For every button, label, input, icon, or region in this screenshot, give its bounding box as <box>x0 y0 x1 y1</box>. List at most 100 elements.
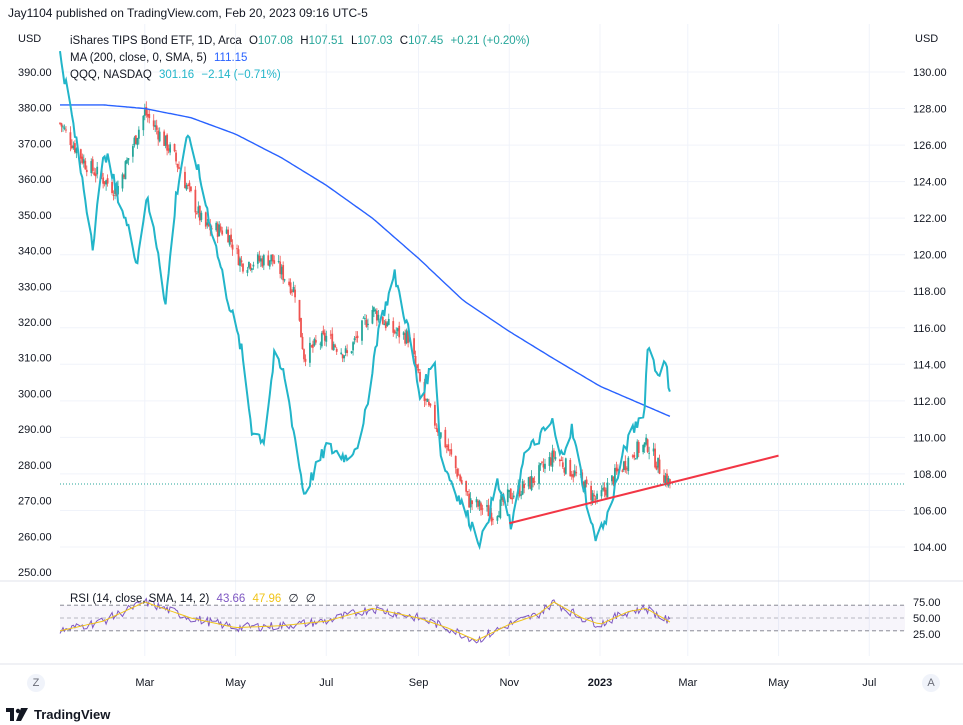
candle-body <box>340 352 343 354</box>
time-tick-label: Nov <box>499 677 519 689</box>
candle-body <box>96 166 99 175</box>
candle-body <box>475 499 478 503</box>
tradingview-logo-icon <box>6 707 28 721</box>
candle-body <box>256 254 259 264</box>
candle-body <box>194 189 197 213</box>
candle-body <box>251 268 253 271</box>
candle-body <box>396 328 399 332</box>
candle-body <box>294 289 296 298</box>
candle-body <box>621 470 624 472</box>
qqq-line <box>59 50 671 551</box>
candle-body <box>176 164 179 168</box>
candle-body <box>425 398 427 401</box>
candle-body <box>469 498 472 508</box>
candle-body <box>606 482 609 498</box>
candle-body <box>496 516 499 521</box>
price-chart[interactable]: USD USD 390.00 380.00 370.00 360.00 350.00 340.… <box>0 24 963 700</box>
candle-body <box>249 263 252 270</box>
legend-qqq: QQQ, NASDAQ 301.16 −2.14 (−0.71%) <box>70 69 285 81</box>
candle-body <box>614 468 616 484</box>
candle-body <box>323 332 326 341</box>
candle-body <box>94 173 97 177</box>
candle-body <box>563 468 566 473</box>
candle-body <box>81 156 84 163</box>
candle-body <box>622 461 625 470</box>
candle-body <box>136 138 139 146</box>
candle-body <box>506 489 509 503</box>
candle-body <box>230 234 232 242</box>
candle-body <box>538 465 540 484</box>
candle-body <box>569 460 572 477</box>
candle-body <box>404 333 407 344</box>
candle-body <box>303 349 305 360</box>
candle-body <box>603 487 606 492</box>
candle-body <box>542 463 545 468</box>
candle-body <box>155 125 158 130</box>
candle-body <box>283 279 286 281</box>
candle-body <box>319 343 322 345</box>
right-tick-label: 112.00 <box>913 396 946 408</box>
candle-body <box>413 338 415 355</box>
candle-body <box>79 149 82 159</box>
candle-body <box>407 331 410 343</box>
left-tick-label: 350.00 <box>18 210 52 222</box>
rsi-tick-label: 75.00 <box>913 597 941 609</box>
candle-body <box>497 515 500 518</box>
candle-body <box>383 323 386 326</box>
candle-body <box>527 477 530 487</box>
candle-body <box>465 481 468 492</box>
candle-body <box>71 145 73 149</box>
candle-body <box>127 158 130 161</box>
right-tick-label: 128.00 <box>913 104 947 116</box>
candle-body <box>216 223 219 237</box>
candle-body <box>185 184 188 190</box>
candle-body <box>652 448 655 452</box>
candle-body <box>584 480 587 494</box>
left-tick-label: 370.00 <box>18 138 52 150</box>
candle-body <box>85 169 88 173</box>
candle-body <box>654 448 656 468</box>
left-tick-label: 300.00 <box>18 388 52 400</box>
left-tick-label: 390.00 <box>18 67 52 79</box>
time-tick-label: Sep <box>409 677 429 689</box>
trend-line[interactable] <box>509 454 779 525</box>
candle-body <box>631 455 634 457</box>
candle-body <box>564 458 567 474</box>
candle-body <box>142 115 145 131</box>
right-tick-label: 120.00 <box>913 250 947 262</box>
candle-body <box>648 452 651 454</box>
candle-body <box>164 135 167 146</box>
left-tick-label: 270.00 <box>18 496 52 508</box>
candle-body <box>402 332 405 335</box>
candle-body <box>166 134 169 151</box>
candle-body <box>237 249 240 266</box>
rsi-ma-line <box>59 601 671 641</box>
auto-scale-left-button[interactable]: Z <box>27 674 45 692</box>
candle-body <box>616 469 619 472</box>
legend-rsi-ma-value: 47.96 <box>252 593 282 605</box>
right-axis-unit: USD <box>915 33 938 45</box>
candle-body <box>292 286 295 292</box>
left-tick-label: 260.00 <box>18 531 52 543</box>
candle-body <box>60 123 63 127</box>
candle-body <box>636 441 639 459</box>
candle-body <box>280 266 283 275</box>
candle-body <box>271 254 274 262</box>
candle-body <box>374 309 377 311</box>
right-tick-label: 104.00 <box>913 542 947 554</box>
auto-scale-right-button[interactable]: A <box>922 674 940 692</box>
candle-body <box>225 229 228 234</box>
candle-body <box>215 222 218 231</box>
candle-body <box>277 260 280 262</box>
candle-body <box>267 255 270 266</box>
candle-body <box>134 135 137 144</box>
candle-body <box>551 450 554 467</box>
candle-body <box>163 131 166 146</box>
candle-body <box>197 206 200 213</box>
candle-body <box>492 518 494 520</box>
legend-c-label: C <box>399 35 409 47</box>
candle-body <box>148 113 151 119</box>
candle-body <box>114 186 116 194</box>
candle-body <box>509 488 512 500</box>
candle-body <box>384 321 387 329</box>
